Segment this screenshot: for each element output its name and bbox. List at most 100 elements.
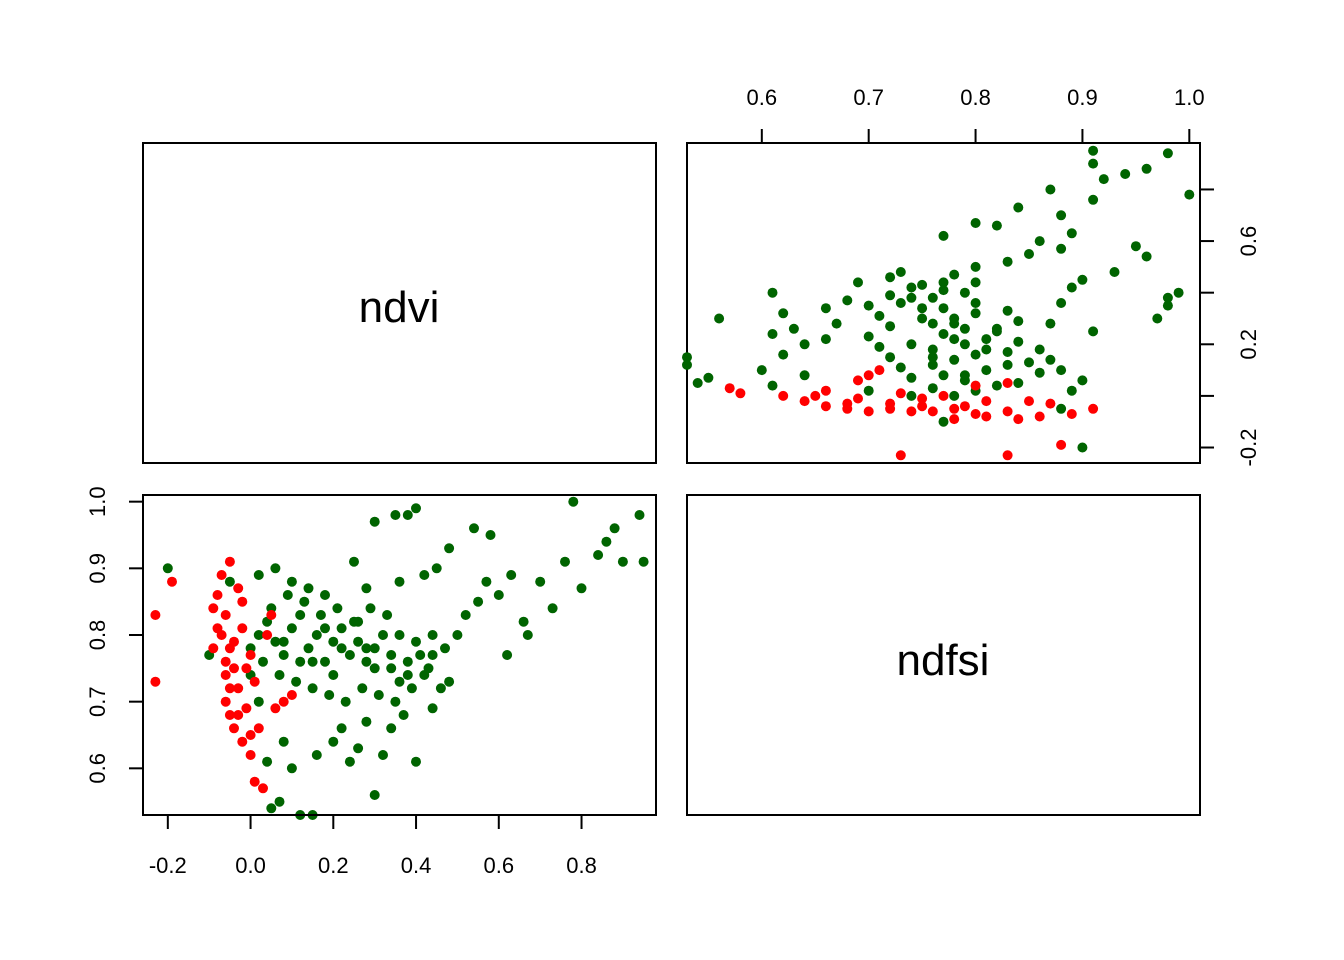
point-green-bl-43 [440,643,450,654]
point-green-bl-73 [361,583,372,594]
point-green-bl-114 [307,656,318,667]
point-green-tr-96 [831,318,842,329]
point-green-bl-110 [386,663,397,674]
point-green-tr-34 [895,362,906,373]
point-green-bl-62 [502,650,513,660]
point-green-tr-27 [1002,347,1013,357]
point-red-bl-18 [224,556,235,567]
point-green-bl-102 [427,703,438,714]
point-green-bl-84 [262,756,273,767]
point-red-tr-7 [949,403,960,414]
point-green-tr-111 [959,323,970,334]
bottom-tick-label-1: 0.0 [235,853,266,878]
point-green-bl-41 [406,683,417,694]
point-red-tr-10 [863,406,874,417]
point-red-bl-12 [229,723,239,734]
point-green-bl-34 [291,676,302,687]
point-green-bl-104 [253,696,264,707]
point-green-bl-55 [576,583,587,594]
point-green-tr-112 [981,344,992,355]
point-red-bl-38 [245,730,256,740]
point-green-tr-117 [906,292,917,303]
point-green-bl-51 [535,576,546,587]
point-red-bl-19 [216,570,227,580]
point-red-tr-17 [1045,398,1056,409]
point-red-bl-8 [229,663,239,674]
point-green-tr-82 [1045,354,1056,365]
point-red-tr-22 [959,401,970,412]
point-green-tr-22 [938,277,949,288]
point-green-bl-57 [601,536,612,547]
point-green-bl-58 [617,556,628,567]
point-green-tr-33 [906,372,917,383]
point-green-tr-50 [991,220,1002,231]
point-green-bl-49 [506,570,517,580]
point-green-bl-96 [361,716,372,727]
point-red-bl-13 [237,736,248,747]
point-green-bl-9 [320,656,330,667]
point-red-tr-35 [917,393,928,404]
point-red-bl-16 [258,783,268,794]
point-green-bl-15 [369,663,380,674]
point-green-bl-117 [402,670,413,680]
point-green-tr-94 [767,329,778,339]
point-red-bl-22 [229,636,239,647]
point-green-tr-116 [949,313,960,324]
point-green-bl-40 [390,696,401,707]
point-green-tr-17 [938,303,949,314]
point-green-bl-33 [274,670,285,680]
point-green-bl-47 [481,576,492,587]
point-green-tr-67 [1109,267,1120,277]
point-red-tr-26 [853,393,863,404]
point-red-tr-4 [1034,411,1045,422]
point-green-bl-115 [336,643,347,654]
point-green-tr-16 [970,308,981,319]
point-green-bl-5 [286,623,297,634]
point-green-bl-106 [295,656,306,667]
point-green-bl-18 [394,676,405,687]
left-axis-ndfsi: 0.6 0.7 0.8 0.9 1.0 [85,486,144,784]
point-green-tr-81 [1056,365,1067,376]
point-green-tr-51 [1056,210,1067,221]
point-green-tr-115 [949,334,960,345]
point-green-bl-14 [361,643,372,654]
point-green-tr-4 [938,370,949,381]
point-green-bl-6 [295,610,306,620]
point-green-bl-80 [270,563,281,574]
point-red-tr-1 [895,450,906,461]
point-green-tr-8 [970,349,981,360]
point-green-tr-93 [820,334,831,345]
point-green-tr-38 [885,321,896,332]
point-red-bl-37 [233,710,244,720]
point-red-bl-30 [278,696,289,707]
point-green-bl-10 [328,636,339,647]
top-tick-label-3: 0.9 [1067,85,1098,110]
bottom-tick-label-4: 0.6 [483,853,514,878]
point-green-tr-64 [1141,251,1152,262]
point-green-tr-60 [1088,145,1099,156]
point-red-tr-31 [874,365,885,376]
point-red-bl-11 [224,710,235,720]
point-green-tr-53 [1088,194,1099,205]
point-red-tr-14 [778,390,789,401]
left-tick-label-0: 0.6 [85,753,110,784]
scatter-points-bottom-left [150,496,649,820]
point-red-tr-23 [981,396,992,407]
point-green-tr-20 [959,287,970,298]
point-green-bl-67 [444,543,455,554]
point-green-tr-71 [1152,313,1163,324]
point-red-bl-26 [241,703,252,714]
point-red-tr-34 [949,414,960,425]
point-green-bl-3 [270,636,281,647]
point-green-tr-12 [938,329,949,339]
point-green-bl-69 [402,510,413,520]
point-green-tr-76 [1077,442,1088,453]
point-red-bl-28 [262,630,273,640]
point-green-tr-98 [778,308,789,319]
point-green-tr-102 [853,277,863,288]
point-green-tr-40 [863,300,874,311]
point-green-tr-88 [682,352,692,363]
point-green-tr-110 [917,303,928,314]
point-red-tr-39 [906,406,917,417]
point-green-bl-90 [286,763,297,774]
